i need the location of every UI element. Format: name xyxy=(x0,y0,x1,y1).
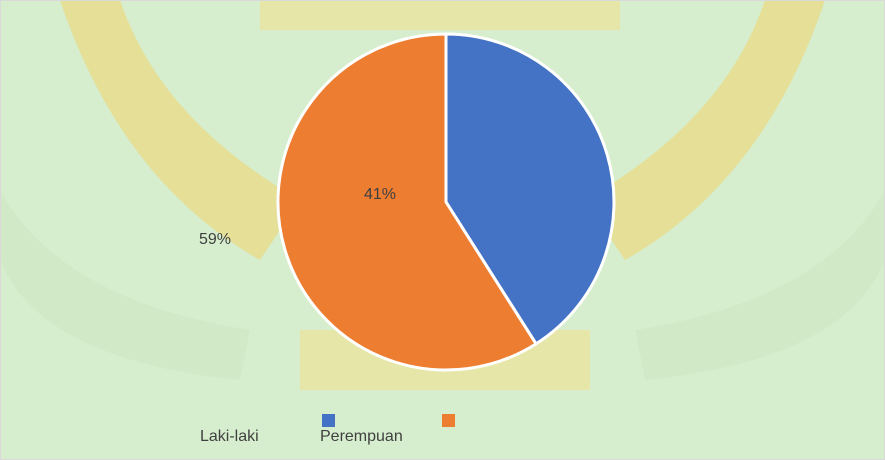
data-label: 41% xyxy=(364,186,396,203)
chart: 41% 59% Laki-laki Perempuan xyxy=(0,0,885,460)
legend-marker xyxy=(442,414,455,427)
data-label: 59% xyxy=(199,231,231,248)
legend-label: Laki-laki xyxy=(200,428,259,445)
legend-label: Perempuan xyxy=(320,428,403,445)
legend-marker xyxy=(322,414,335,427)
page: {"chart_data": {"type": "pie", "categori… xyxy=(0,0,885,460)
